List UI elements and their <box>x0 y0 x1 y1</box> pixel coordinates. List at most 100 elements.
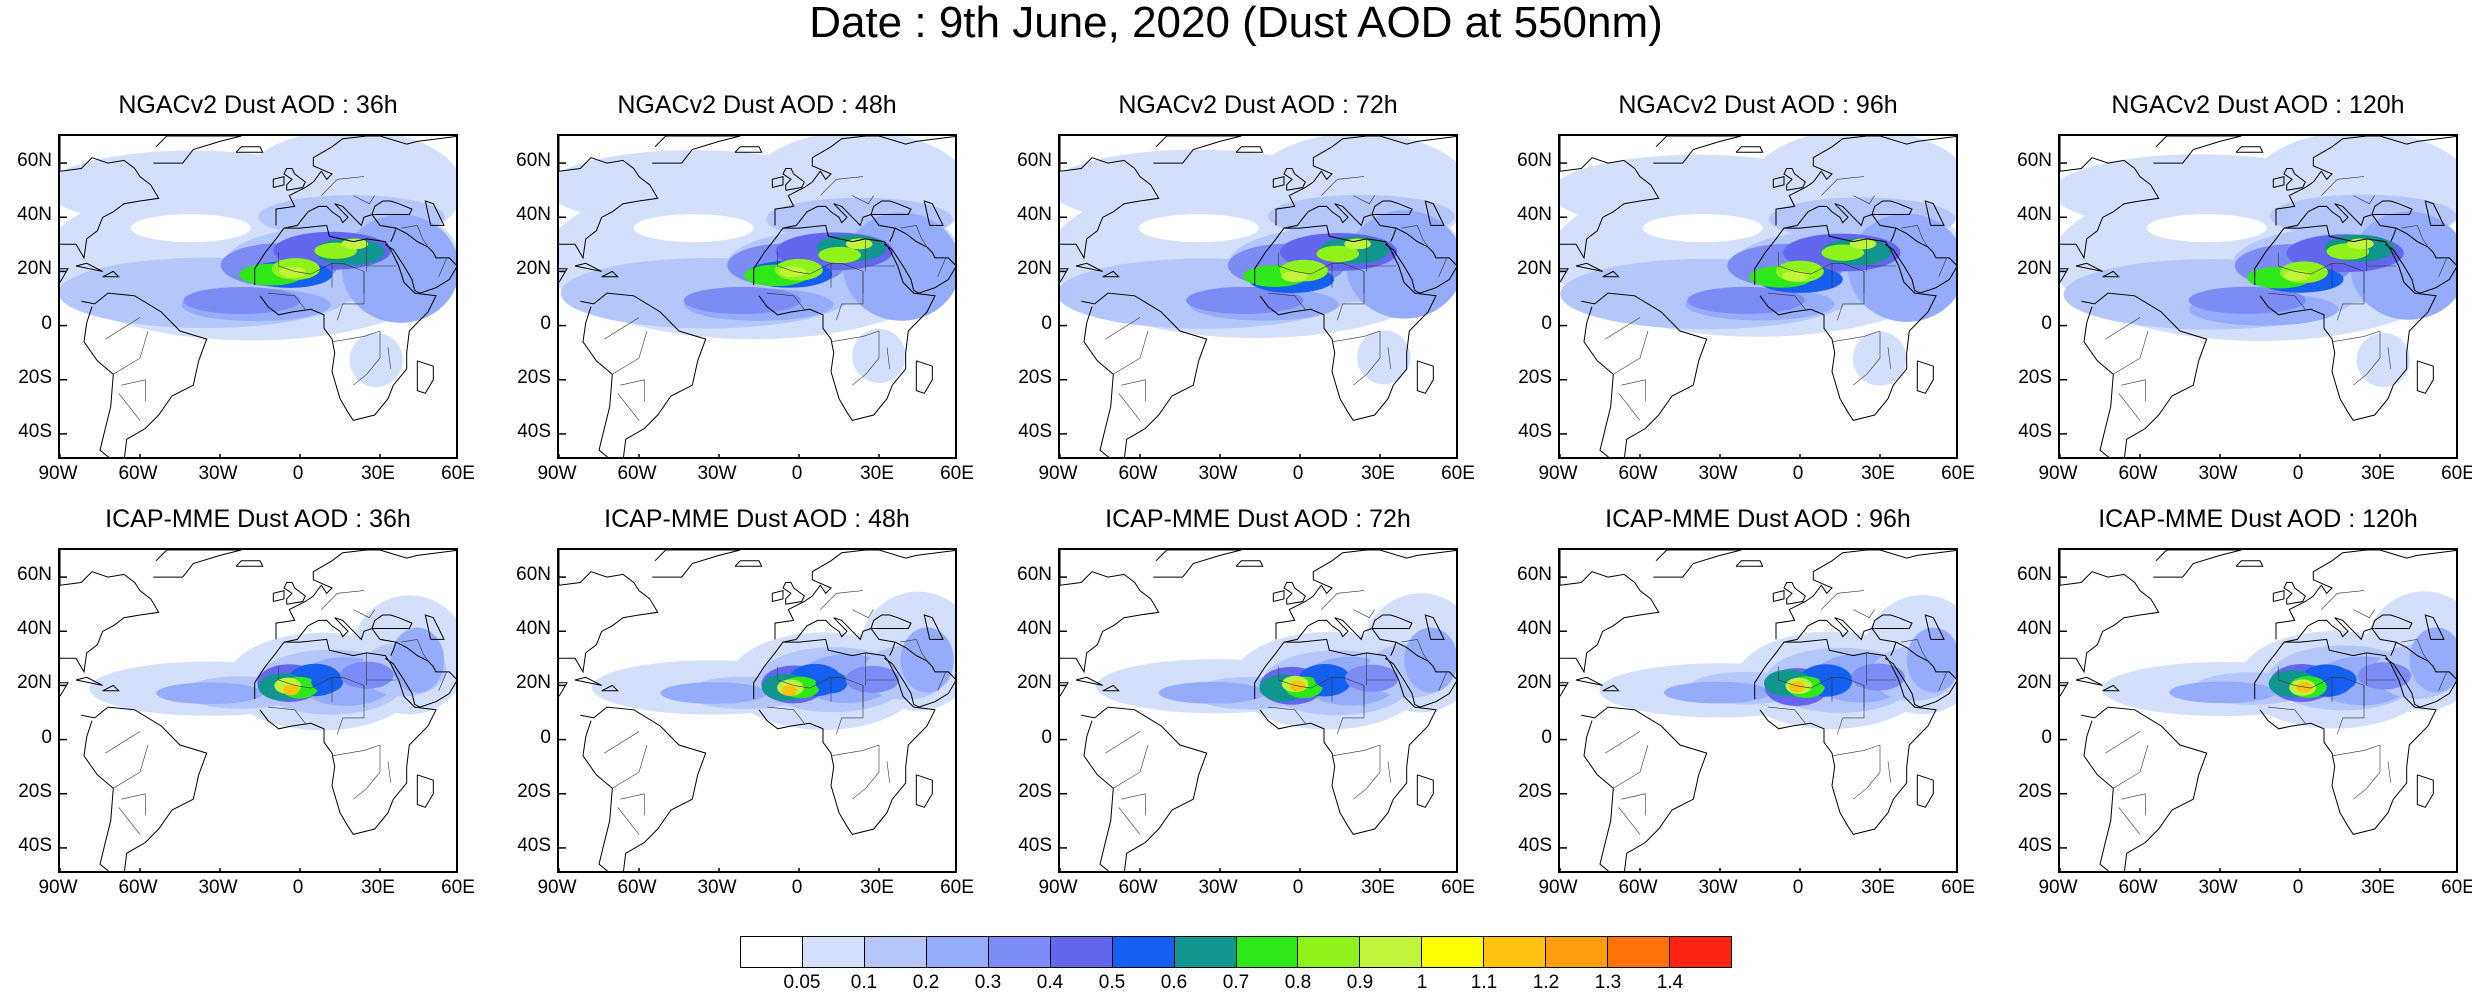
x-tick-label: 30E <box>1861 463 1895 484</box>
coastline <box>1885 227 1956 294</box>
country-border <box>1353 195 1375 205</box>
x-tick-label: 60E <box>1441 877 1475 898</box>
panel-title: ICAP-MME Dust AOD : 120h <box>2098 505 2418 533</box>
coastline <box>1390 227 1397 242</box>
dust-aod-map <box>58 134 458 459</box>
country-border <box>2401 225 2418 229</box>
country-border <box>2267 292 2306 310</box>
y-tick-label: 60N <box>1017 564 1052 586</box>
country-border <box>2294 677 2343 689</box>
country-border <box>417 639 429 662</box>
country-border <box>1278 252 1295 272</box>
country-border <box>401 639 418 643</box>
coastline <box>601 684 619 692</box>
coastline <box>60 550 160 697</box>
colorbar-swatch <box>802 937 865 967</box>
country-border <box>2353 745 2381 800</box>
country-border <box>105 731 141 754</box>
dust-aod-field <box>1060 136 1456 385</box>
colorbar-swatch <box>1608 937 1671 967</box>
coastline <box>424 614 445 640</box>
country-border <box>900 225 917 229</box>
colorbar-swatch <box>1546 937 1609 967</box>
y-tick-label: 40S <box>1018 834 1052 856</box>
country-border <box>2113 744 2149 789</box>
coastline <box>889 641 896 656</box>
y-tick-label: 20N <box>1017 258 1052 280</box>
country-border <box>2387 761 2391 783</box>
coastline <box>734 146 763 153</box>
coastline <box>1775 136 1956 226</box>
y-tick-label: 20S <box>1518 366 1552 388</box>
coastline <box>283 582 306 605</box>
y-tick-label: 40N <box>516 618 551 640</box>
map-canvas <box>1560 136 1956 457</box>
colorbar-label: 0.9 <box>1346 972 1374 993</box>
x-tick-label: 0 <box>292 463 304 484</box>
coastline <box>889 227 896 242</box>
dust-aod-map <box>1058 548 1458 873</box>
dust-aod-field <box>559 136 955 384</box>
country-border <box>118 393 141 421</box>
aod-contour-region <box>283 684 300 696</box>
aod-contour-region <box>781 685 798 696</box>
dust-aod-field <box>2102 591 2456 729</box>
y-tick-label: 0 <box>1541 726 1552 748</box>
x-tick-label: 90W <box>1038 463 1078 484</box>
country-border <box>852 331 880 386</box>
y-tick-label: 40N <box>1017 204 1052 226</box>
aod-contour-region <box>1404 627 1456 693</box>
dust-aod-field <box>60 136 456 388</box>
coastline <box>1283 168 1306 191</box>
country-border <box>2321 176 2365 196</box>
country-border <box>267 706 306 724</box>
country-border <box>766 292 805 310</box>
country-border <box>836 685 864 735</box>
country-border <box>1887 761 1891 783</box>
coastline <box>2075 262 2103 272</box>
country-border <box>387 347 391 369</box>
coastline <box>1424 200 1445 226</box>
coastlines <box>60 136 456 457</box>
country-border <box>2105 317 2141 340</box>
coastline <box>2153 136 2242 164</box>
x-tick-label: 0 <box>1792 463 1804 484</box>
coastline <box>652 550 741 578</box>
y-tick-label: 20N <box>2017 672 2052 694</box>
coastline <box>782 168 805 191</box>
coastline <box>923 200 944 226</box>
country-border <box>1613 744 1649 789</box>
y-tick-label: 0 <box>41 312 52 334</box>
country-border <box>1938 257 1947 277</box>
country-border <box>1821 590 1865 610</box>
country-border <box>604 731 640 754</box>
aod-contour-region <box>1316 245 1360 262</box>
coastline <box>1275 550 1456 640</box>
country-border <box>1267 292 1306 310</box>
country-border <box>1417 225 1429 248</box>
panel-title: ICAP-MME Dust AOD : 48h <box>604 505 910 533</box>
coastline <box>272 175 285 188</box>
coastline <box>753 224 936 421</box>
country-border <box>620 379 645 402</box>
coastline <box>1102 684 1120 692</box>
x-tick-label: 60E <box>940 463 974 484</box>
x-tick-label: 30E <box>2361 877 2395 898</box>
country-border <box>1887 347 1891 369</box>
country-border <box>353 331 381 386</box>
country-border <box>294 263 343 275</box>
country-border <box>2353 609 2375 619</box>
x-tick-label: 0 <box>1292 877 1304 898</box>
colorbar-label: 0.05 <box>783 972 821 993</box>
country-border <box>2121 793 2146 816</box>
aod-contour-region <box>900 627 954 693</box>
coastline <box>1916 360 1934 394</box>
colorbar-label: 0.1 <box>850 972 878 993</box>
country-border <box>1853 195 1875 205</box>
clean-air-region <box>633 214 754 243</box>
country-border <box>1118 807 1141 835</box>
x-tick-label: 30E <box>1361 877 1395 898</box>
coastlines <box>60 550 456 871</box>
coastline <box>574 262 602 272</box>
country-border <box>1267 706 1306 724</box>
